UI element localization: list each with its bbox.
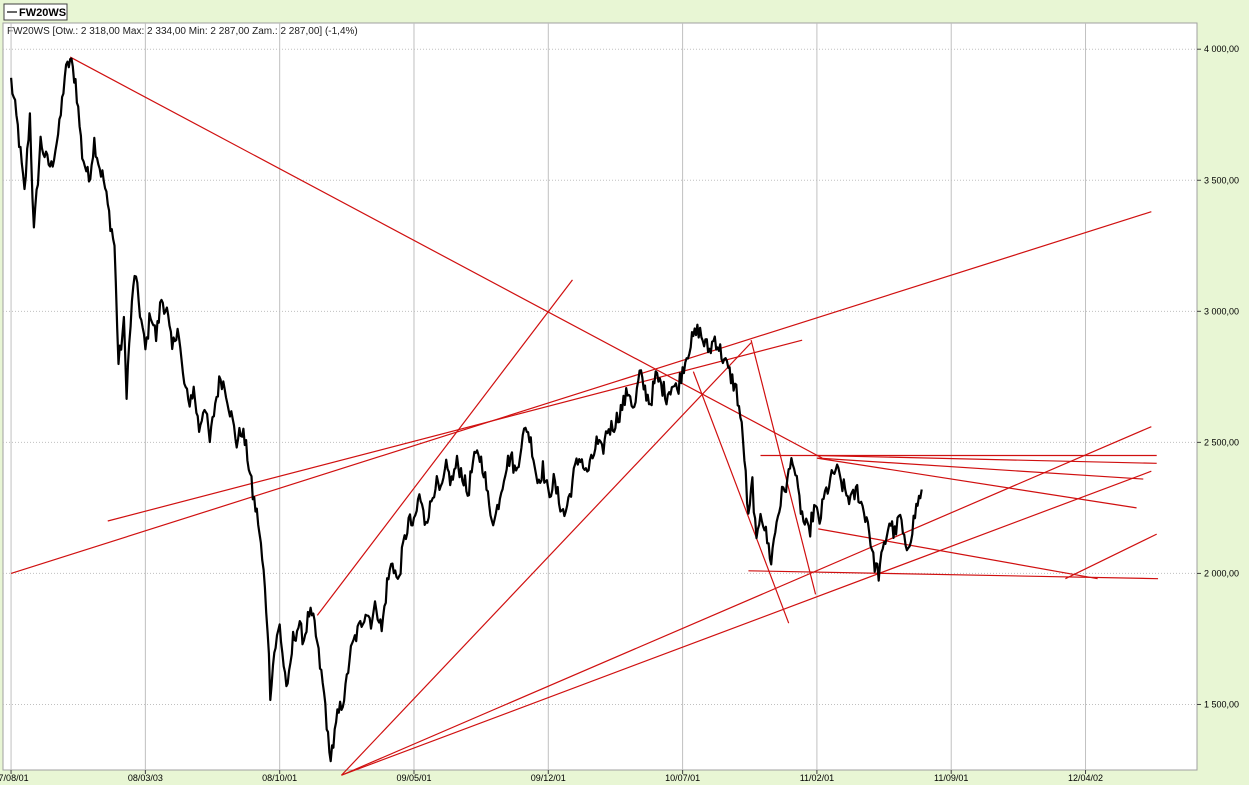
trendline <box>1065 533 1157 580</box>
x-tick-label: 11/02/01 <box>800 773 834 783</box>
trendlines <box>10 56 1159 776</box>
plot-area <box>2 22 1198 771</box>
x-axis: 07/08/01 08/03/03 08/10/01 09/05/01 09/12/01… <box>0 770 1103 783</box>
trendline <box>818 528 1098 580</box>
trendline <box>107 339 803 522</box>
x-tick-label: 11/09/01 <box>934 773 968 783</box>
x-tick-label: 12/04/02 <box>1068 773 1103 783</box>
y-tick-label: 3 000,00 <box>1204 306 1239 316</box>
trendline <box>341 342 752 776</box>
vertical-gridlines <box>10 23 1087 770</box>
x-tick-label: 10/07/01 <box>665 773 700 783</box>
y-tick-label: 3 500,00 <box>1204 175 1239 185</box>
y-axis: 4 000,00 3 500,00 3 000,00 2 500,00 2 000,00… <box>1197 44 1239 709</box>
price-series <box>10 57 923 763</box>
trendline <box>341 470 1152 776</box>
x-tick-label: 09/05/01 <box>396 773 431 783</box>
trendline <box>10 211 1152 574</box>
trendline <box>816 457 1137 509</box>
trendline <box>750 339 817 595</box>
trendline <box>692 371 790 624</box>
y-tick-label: 2 500,00 <box>1204 437 1239 447</box>
x-tick-label: 08/03/03 <box>128 773 163 783</box>
x-tick-label: 07/08/01 <box>0 773 29 783</box>
trendline <box>316 279 573 616</box>
trendline <box>69 56 823 459</box>
price-line <box>10 57 923 763</box>
y-tick-label: 4 000,00 <box>1204 44 1239 54</box>
y-tick-label: 1 500,00 <box>1204 699 1239 709</box>
trendline <box>816 454 1157 464</box>
x-tick-label: 08/10/01 <box>262 773 297 783</box>
horizontal-gridlines <box>3 48 1197 705</box>
series-tab[interactable]: FW20WS <box>3 3 68 21</box>
series-tab-label: FW20WS <box>19 7 66 19</box>
trendline <box>818 457 1144 480</box>
y-tick-label: 2 000,00 <box>1204 568 1239 578</box>
series-info-header: FW20WS [Otw.: 2 318,00 Max: 2 334,00 Min… <box>7 26 358 37</box>
trendline <box>341 426 1152 776</box>
x-tick-label: 09/12/01 <box>531 773 566 783</box>
